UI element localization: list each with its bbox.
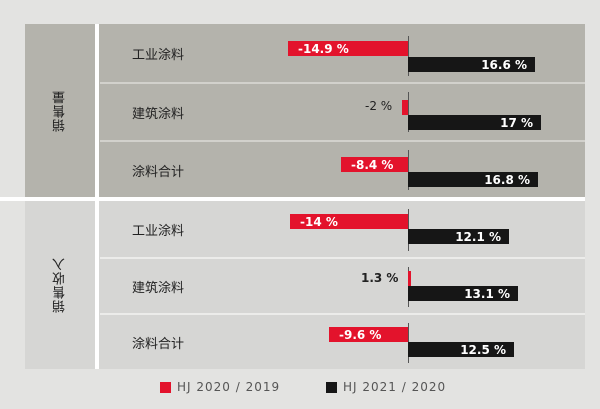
bar-2021-total-volume: 16.8 % [408, 172, 538, 187]
bar-2020-architectural-volume [402, 100, 408, 115]
row-divider [100, 140, 585, 142]
row-divider [100, 313, 585, 315]
bar-2020-industrial-revenue: -14 % [290, 214, 408, 229]
label-2020-architectural-volume: -2 % [365, 99, 393, 113]
legend-label: HJ 2020 / 2019 [177, 380, 281, 394]
group-divider [0, 197, 585, 201]
row-label: 涂料合计 [132, 164, 185, 180]
bar-2021-total-revenue: 12.5 % [408, 342, 514, 357]
zero-axis [408, 150, 409, 190]
row-industrial-volume: 工业涂料 [100, 24, 585, 82]
row-divider [100, 257, 585, 259]
row-total-revenue: 涂料合计 [100, 315, 585, 369]
group-label-sales-revenue: 销售收入 [25, 201, 95, 369]
row-label: 工业涂料 [132, 223, 185, 239]
row-architectural-volume: 建筑涂料 [100, 84, 585, 140]
sales-revenue-panel: 销售收入 工业涂料 建筑涂料 涂料合计 -14 % 12.1 % 1.3 % 1… [25, 201, 585, 369]
bar-2020-total-volume: -8.4 % [341, 157, 408, 172]
legend-label: HJ 2021 / 2020 [343, 380, 447, 394]
bar-2020-industrial-volume: -14.9 % [288, 41, 408, 56]
group-label-text: 销售收入 [52, 257, 68, 313]
vertical-divider [95, 24, 99, 198]
legend-swatch-red [160, 381, 171, 393]
label-2020-architectural-revenue: 1.3 % [361, 271, 399, 285]
bar-2020-architectural-revenue [408, 271, 411, 286]
row-architectural-revenue: 建筑涂料 [100, 259, 585, 313]
zero-axis [408, 92, 409, 132]
legend-item-2021-2020: HJ 2021 / 2020 [326, 380, 446, 394]
row-divider [100, 82, 585, 84]
row-total-volume: 涂料合计 [100, 142, 585, 198]
bar-2021-industrial-revenue: 12.1 % [408, 229, 509, 244]
row-label: 建筑涂料 [132, 106, 185, 122]
bar-2020-total-revenue: -9.6 % [329, 327, 408, 342]
bar-2021-architectural-revenue: 13.1 % [408, 286, 518, 301]
sales-volume-panel: 销售量 工业涂料 建筑涂料 涂料合计 -14.9 % 16.6 % -2 % 1… [25, 24, 585, 198]
bar-2021-industrial-volume: 16.6 % [408, 57, 535, 72]
zero-axis [408, 36, 409, 76]
row-label: 建筑涂料 [132, 280, 185, 296]
row-label: 涂料合计 [132, 336, 185, 352]
group-label-sales-volume: 销售量 [25, 24, 95, 198]
row-label: 工业涂料 [132, 47, 185, 63]
vertical-divider [95, 201, 99, 369]
legend-swatch-black [326, 381, 337, 393]
legend-item-2020-2019: HJ 2020 / 2019 [160, 380, 280, 394]
group-label-text: 销售量 [52, 90, 68, 132]
bar-2021-architectural-volume: 17 % [408, 115, 541, 130]
row-industrial-revenue: 工业涂料 [100, 201, 585, 257]
